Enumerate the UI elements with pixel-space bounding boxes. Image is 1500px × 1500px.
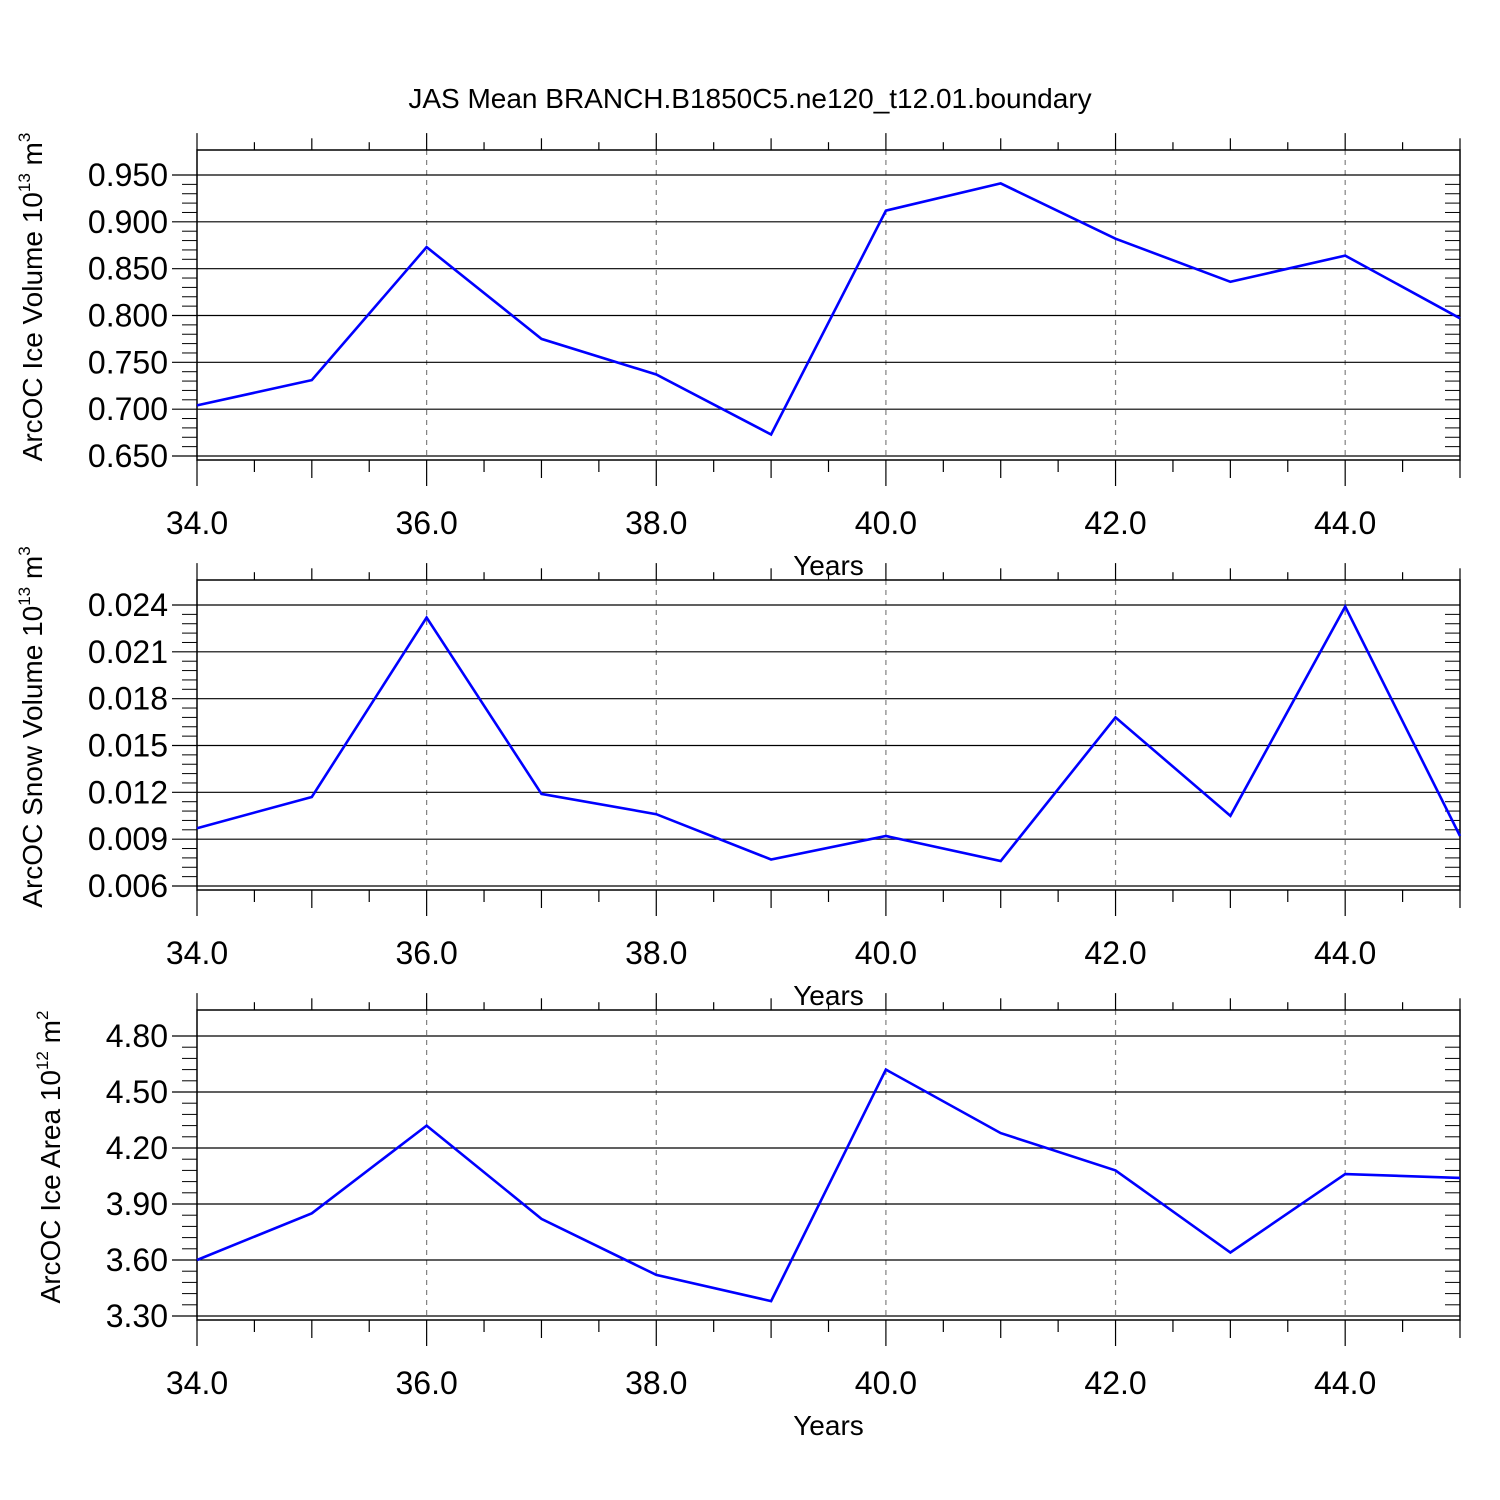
y-tick-label: 0.009: [88, 821, 168, 857]
x-tick-label: 44.0: [1314, 505, 1376, 541]
x-tick-label: 42.0: [1084, 935, 1146, 971]
panel-2: 0.006 0.009 0.012 0.015 0.018 0.021 0.024 34.0 3…: [15, 546, 1462, 1011]
y-tick-label: 3.60: [106, 1242, 168, 1278]
y-tick-label: 4.80: [106, 1018, 168, 1054]
figure-title: JAS Mean BRANCH.B1850C5.ne120_t12.01.bou…: [408, 83, 1091, 114]
x-tick-label: 34.0: [166, 505, 228, 541]
x-tick-label: 40.0: [855, 505, 917, 541]
x-tick-label: 34.0: [166, 935, 228, 971]
series-line: [196, 603, 1462, 863]
x-tick-label: 34.0: [166, 1365, 228, 1401]
y-axis-title: ArcOC Ice Area 1012 m2: [33, 1011, 66, 1304]
x-tick-label: 36.0: [395, 505, 457, 541]
x-tick-label: 40.0: [855, 935, 917, 971]
x-tick-label: 44.0: [1314, 935, 1376, 971]
x-tick-label: 42.0: [1084, 505, 1146, 541]
y-tick-label: 3.30: [106, 1298, 168, 1334]
x-tick-label: 36.0: [395, 935, 457, 971]
y-axis-title: ArcOC Snow Volume 1013 m3: [15, 546, 48, 907]
x-tick-label: 38.0: [625, 1365, 687, 1401]
x-tick-label: 38.0: [625, 935, 687, 971]
series-line: [196, 182, 1461, 437]
x-tick-label: 36.0: [395, 1365, 457, 1401]
y-tick-label: 0.850: [88, 251, 168, 287]
y-tick-label: 0.950: [88, 157, 168, 193]
panel-3: 3.30 3.60 3.90 4.20 4.50 4.80 34.0 36.0 38.0 40.0…: [33, 993, 1461, 1441]
x-tick-label: 40.0: [855, 1365, 917, 1401]
y-tick-label: 0.021: [88, 634, 168, 670]
y-tick-label: 0.700: [88, 391, 168, 427]
y-axis-title: ArcOC Ice Volume 1013 m3: [15, 133, 48, 462]
x-tick-label: 44.0: [1314, 1365, 1376, 1401]
y-tick-label: 0.750: [88, 344, 168, 380]
y-tick-label: 0.018: [88, 681, 168, 717]
series-line: [196, 1067, 1461, 1303]
y-tick-label: 3.90: [106, 1186, 168, 1222]
y-tick-label: 0.015: [88, 728, 168, 764]
y-tick-label: 4.50: [106, 1074, 168, 1110]
y-tick-label: 4.20: [106, 1130, 168, 1166]
y-tick-label: 0.012: [88, 774, 168, 810]
y-tick-label: 0.024: [88, 587, 168, 623]
y-tick-label: 0.650: [88, 438, 168, 474]
x-axis-title: Years: [793, 1410, 864, 1441]
panel-1: 0.650 0.700 0.750 0.800 0.850 0.900 0.950 34.0 3…: [15, 133, 1461, 581]
x-tick-label: 42.0: [1084, 1365, 1146, 1401]
y-tick-label: 0.900: [88, 204, 168, 240]
y-tick-label: 0.800: [88, 298, 168, 334]
x-tick-label: 38.0: [625, 505, 687, 541]
y-tick-label: 0.006: [88, 868, 168, 904]
